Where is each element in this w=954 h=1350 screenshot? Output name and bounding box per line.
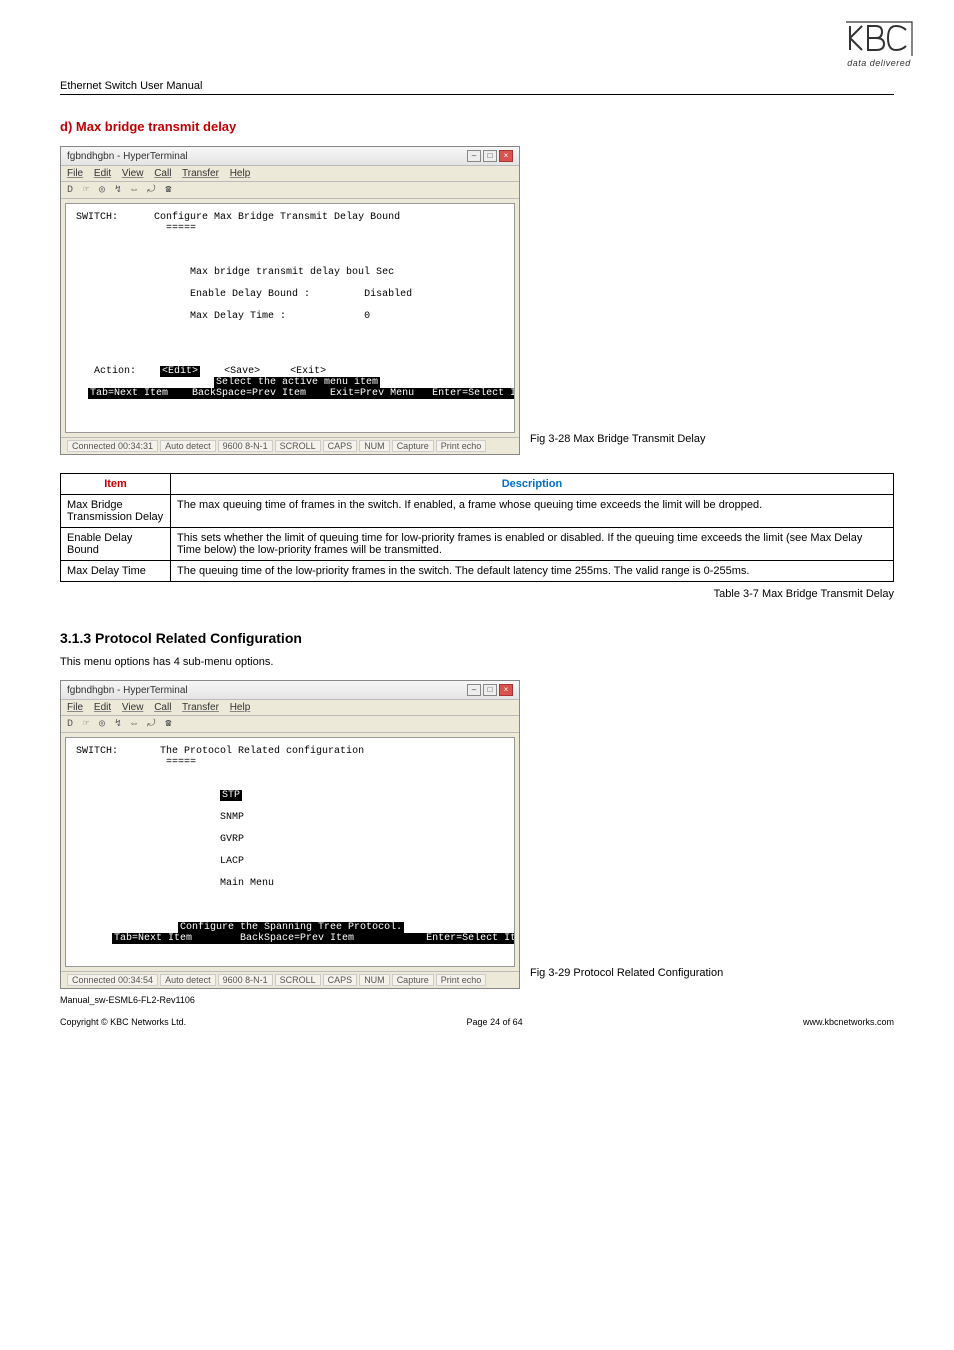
figure-caption-29: Fig 3-29 Protocol Related Configuration	[530, 967, 723, 989]
menu-call[interactable]: Call	[154, 702, 171, 713]
minimize-icon: –	[467, 150, 481, 162]
terminal-statusbar: Connected 00:34:31Auto detect9600 8-N-1S…	[61, 437, 519, 454]
section-313-intro: This menu options has 4 sub-menu options…	[60, 656, 894, 668]
terminal-titlebar: fgbndhgbn - HyperTerminal – □ ×	[61, 681, 519, 700]
terminal-statusbar: Connected 00:34:54Auto detect9600 8-N-1S…	[61, 971, 519, 988]
table-row: Max Delay Time The queuing time of the l…	[61, 561, 894, 582]
cell-item: Enable Delay Bound	[61, 528, 171, 561]
footer-url: www.kbcnetworks.com	[803, 1017, 894, 1027]
maximize-icon: □	[483, 684, 497, 696]
table-caption-7: Table 3-7 Max Bridge Transmit Delay	[60, 588, 894, 600]
minimize-icon: –	[467, 684, 481, 696]
close-icon: ×	[499, 150, 513, 162]
table-head-desc: Description	[171, 474, 894, 495]
terminal-body-2: SWITCH: The Protocol Related configurati…	[65, 737, 515, 967]
section-d-heading: d) Max bridge transmit delay	[60, 119, 894, 134]
menu-file[interactable]: File	[67, 168, 83, 179]
footer-copyright: Copyright © KBC Networks Ltd.	[60, 1017, 186, 1027]
menu-edit[interactable]: Edit	[94, 702, 111, 713]
close-icon: ×	[499, 684, 513, 696]
terminal-title-text: fgbndhgbn - HyperTerminal	[67, 685, 188, 696]
terminal-body-1: SWITCH: Configure Max Bridge Transmit De…	[65, 203, 515, 433]
section-313-heading: 3.1.3 Protocol Related Configuration	[60, 630, 894, 646]
terminal-screenshot-2: fgbndhgbn - HyperTerminal – □ × File Edi…	[60, 680, 520, 989]
menu-help[interactable]: Help	[230, 702, 251, 713]
logo-tagline: data delivered	[844, 58, 914, 68]
cell-desc: The max queuing time of frames in the sw…	[171, 495, 894, 528]
cell-desc: This sets whether the limit of queuing t…	[171, 528, 894, 561]
menu-call[interactable]: Call	[154, 168, 171, 179]
cell-item: Max Bridge Transmission Delay	[61, 495, 171, 528]
table-row: Enable Delay Bound This sets whether the…	[61, 528, 894, 561]
menu-view[interactable]: View	[122, 702, 144, 713]
kbc-logo-icon	[844, 20, 914, 58]
terminal-toolbar: D ☞ ◎ ↯ ⇔ ⤾ ☎	[61, 716, 519, 733]
terminal-menubar: File Edit View Call Transfer Help	[61, 166, 519, 182]
figure-caption-28: Fig 3-28 Max Bridge Transmit Delay	[530, 433, 705, 455]
menu-file[interactable]: File	[67, 702, 83, 713]
terminal-titlebar: fgbndhgbn - HyperTerminal – □ ×	[61, 147, 519, 166]
terminal-toolbar: D ☞ ◎ ↯ ⇔ ⤾ ☎	[61, 182, 519, 199]
page-footer: Manual_sw-ESML6-FL2-Rev1106 Copyright © …	[60, 995, 894, 1027]
brand-logo: data delivered	[844, 20, 914, 68]
terminal-menubar: File Edit View Call Transfer Help	[61, 700, 519, 716]
terminal-screenshot-1: fgbndhgbn - HyperTerminal – □ × File Edi…	[60, 146, 520, 455]
menu-help[interactable]: Help	[230, 168, 251, 179]
footer-page: Page 24 of 64	[467, 1017, 523, 1027]
menu-edit[interactable]: Edit	[94, 168, 111, 179]
menu-transfer[interactable]: Transfer	[182, 702, 219, 713]
maximize-icon: □	[483, 150, 497, 162]
table-row: Max Bridge Transmission Delay The max qu…	[61, 495, 894, 528]
cell-desc: The queuing time of the low-priority fra…	[171, 561, 894, 582]
page-header: Ethernet Switch User Manual	[60, 80, 894, 95]
table-head-item: Item	[61, 474, 171, 495]
footer-manual-id: Manual_sw-ESML6-FL2-Rev1106	[60, 995, 894, 1005]
description-table-1: Item Description Max Bridge Transmission…	[60, 473, 894, 582]
cell-item: Max Delay Time	[61, 561, 171, 582]
menu-view[interactable]: View	[122, 168, 144, 179]
menu-transfer[interactable]: Transfer	[182, 168, 219, 179]
terminal-title-text: fgbndhgbn - HyperTerminal	[67, 151, 188, 162]
